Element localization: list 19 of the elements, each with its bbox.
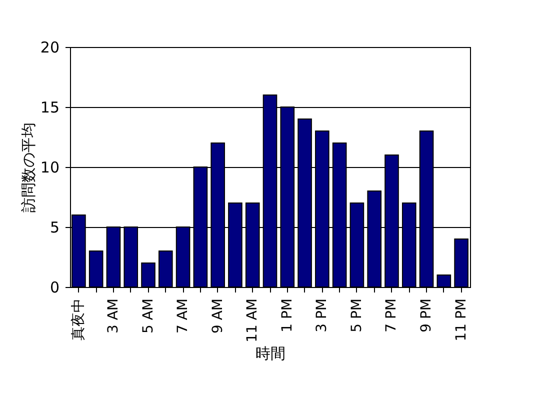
x-tick-label: 3 PM bbox=[314, 298, 330, 332]
x-tick-label: 5 AM bbox=[140, 298, 156, 334]
y-tick-label: 10 bbox=[40, 158, 60, 176]
y-tick-label: 5 bbox=[50, 218, 60, 236]
y-tick-label: 20 bbox=[40, 38, 60, 56]
x-tick-label: 11 PM bbox=[453, 298, 470, 342]
x-tick-label: 7 AM bbox=[175, 298, 192, 334]
y-axis-title: 訪問数の平均 bbox=[19, 122, 38, 212]
x-tick-label: 3 AM bbox=[105, 298, 122, 334]
x-tick-label: 真夜中 bbox=[70, 298, 87, 340]
x-tick-label: 9 PM bbox=[418, 298, 435, 332]
y-tick-label: 15 bbox=[40, 98, 60, 116]
y-tick-label: 0 bbox=[50, 278, 60, 296]
x-tick-label: 5 PM bbox=[348, 298, 365, 332]
x-axis-title: 時間 bbox=[256, 344, 286, 362]
x-tick-label: 9 AM bbox=[210, 298, 226, 334]
x-tick-label: 11 AM bbox=[244, 298, 261, 342]
x-tick-label: 7 PM bbox=[384, 298, 400, 332]
x-tick-label: 1 PM bbox=[279, 298, 296, 332]
